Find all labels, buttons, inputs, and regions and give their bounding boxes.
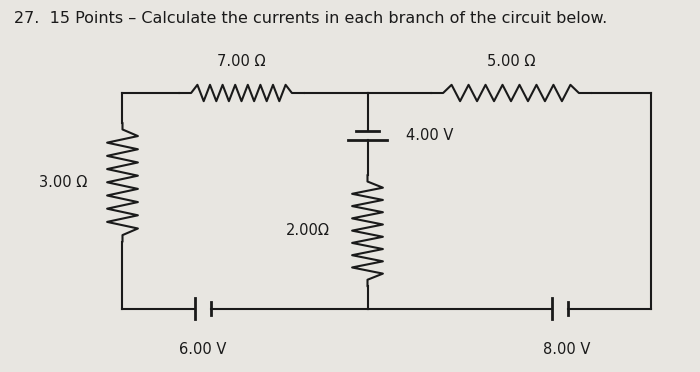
Text: 8.00 V: 8.00 V bbox=[543, 342, 591, 357]
Text: 6.00 V: 6.00 V bbox=[179, 342, 227, 357]
Text: 4.00 V: 4.00 V bbox=[406, 128, 454, 143]
Text: 5.00 Ω: 5.00 Ω bbox=[486, 54, 536, 69]
Text: 27.  15 Points – Calculate the currents in each branch of the circuit below.: 27. 15 Points – Calculate the currents i… bbox=[14, 11, 608, 26]
Text: 2.00Ω: 2.00Ω bbox=[286, 223, 330, 238]
Text: 3.00 Ω: 3.00 Ω bbox=[39, 175, 87, 190]
Text: 7.00 Ω: 7.00 Ω bbox=[217, 54, 266, 69]
